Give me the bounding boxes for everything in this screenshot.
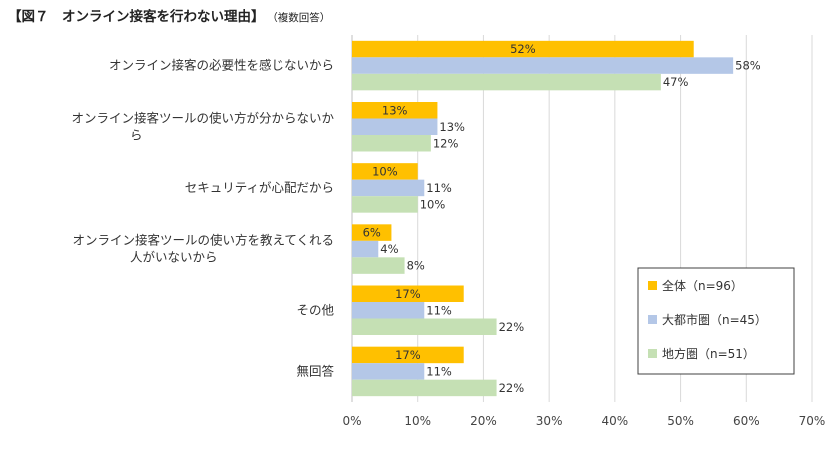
bar xyxy=(352,179,425,197)
bar xyxy=(352,224,392,241)
bar xyxy=(352,163,418,180)
bar xyxy=(352,196,418,213)
category-label: オンライン接客の必要性を感じないから xyxy=(109,58,334,73)
legend-label: 大都市圏（n=45） xyxy=(662,312,767,327)
x-tick-label: 20% xyxy=(470,414,497,428)
data-label: 6% xyxy=(363,226,381,240)
chart-title-text: 【図７ オンライン接客を行わない理由】 xyxy=(8,9,265,25)
data-label: 11% xyxy=(426,181,452,195)
x-tick-label: 40% xyxy=(602,414,629,428)
x-tick-labels: 0% 10% 20% 30% 40% 50% 60% 70% xyxy=(342,414,825,428)
bar xyxy=(352,240,379,258)
category-label: オンライン接客ツールの使い方が分からないか xyxy=(71,110,334,125)
x-tick-label: 30% xyxy=(536,414,563,428)
legend-box xyxy=(637,267,795,375)
data-label: 52% xyxy=(510,42,536,56)
bar xyxy=(352,346,464,364)
bar xyxy=(352,302,425,319)
bar xyxy=(352,57,734,74)
legend-label: 全体（n=96） xyxy=(662,278,743,293)
x-tick-label: 50% xyxy=(667,414,694,428)
bar xyxy=(352,318,497,335)
bar xyxy=(352,73,661,91)
category-label: オンライン接客ツールの使い方を教えてくれる xyxy=(72,233,334,248)
data-label: 12% xyxy=(433,136,459,150)
data-label: 8% xyxy=(407,259,425,273)
bar xyxy=(352,135,431,152)
data-label: 17% xyxy=(395,287,421,301)
data-label: 22% xyxy=(499,381,525,395)
data-label: 13% xyxy=(382,103,408,117)
data-label: 10% xyxy=(372,164,398,178)
chart-note: （複数回答） xyxy=(272,12,331,24)
category-label: その他 xyxy=(296,302,334,317)
bar xyxy=(352,102,438,119)
legend-swatch xyxy=(648,315,657,324)
legend-swatch xyxy=(648,349,657,358)
data-label: 13% xyxy=(439,120,465,134)
bar xyxy=(352,285,464,302)
data-label: 11% xyxy=(426,364,452,378)
x-tick-label: 0% xyxy=(342,414,361,428)
bar xyxy=(352,40,694,58)
data-label: 11% xyxy=(426,303,452,317)
data-labels: 52% 58% 47% 13% 13% 12% 10% 11% 10% 6% 4% 8% 17% 11% 2… xyxy=(363,42,761,395)
x-tick-label: 70% xyxy=(799,414,826,428)
chart-title: 【図７ オンライン接客を行わない理由】 （複数回答） xyxy=(8,5,330,25)
bar xyxy=(352,363,425,380)
category-labels: オンライン接客の必要性を感じないからオンライン接客ツールの使い方が分からないから… xyxy=(71,58,334,379)
legend-swatch xyxy=(648,281,657,290)
data-label: 47% xyxy=(663,75,689,89)
x-tick-label: 10% xyxy=(404,414,431,428)
x-tick-label: 60% xyxy=(733,414,760,428)
bar xyxy=(352,379,497,397)
bar xyxy=(352,118,438,135)
legend: 全体（n=96） 大都市圏（n=45） 地方圏（n=51） xyxy=(637,267,795,375)
data-label: 22% xyxy=(499,320,525,334)
category-label: ら xyxy=(130,127,143,142)
data-label: 58% xyxy=(735,59,761,73)
category-label: セキュリティが心配だから xyxy=(185,180,334,195)
data-label: 10% xyxy=(420,197,446,211)
bar xyxy=(352,257,405,274)
category-label: 無回答 xyxy=(296,363,334,378)
bars xyxy=(352,40,734,397)
data-label: 17% xyxy=(395,348,421,362)
category-label: 人がいないから xyxy=(130,250,218,265)
data-label: 4% xyxy=(380,242,398,256)
legend-label: 地方圏（n=51） xyxy=(662,346,755,361)
